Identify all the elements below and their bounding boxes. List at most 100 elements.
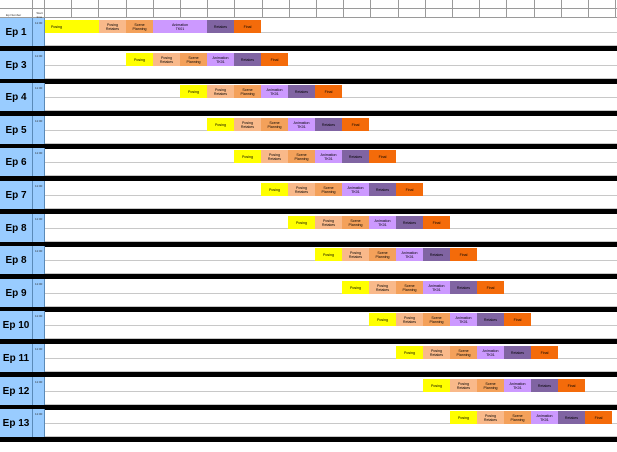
task-scene-planning[interactable]: Scene Planning (234, 85, 261, 98)
task-retakes[interactable]: Retakes (234, 53, 261, 66)
row-gridline (45, 293, 617, 294)
task-animation-tk01[interactable]: Animation TK01 (369, 216, 396, 229)
task-scene-planning[interactable]: Scene Planning (315, 183, 342, 196)
timeline-header-cell (181, 0, 209, 9)
task-final[interactable]: Final (504, 313, 531, 326)
task-animation-tk01[interactable]: Animation TK01 (396, 248, 423, 261)
task-scene-planning[interactable]: Scene Planning (180, 53, 207, 66)
task-posing[interactable]: Posing (261, 183, 288, 196)
task-animation-tk01[interactable]: Animation TK01 (450, 313, 477, 326)
task-scene-planning[interactable]: Scene Planning (396, 281, 423, 294)
task-scene-planning[interactable]: Scene Planning (369, 248, 396, 261)
task-posing[interactable]: Posing (369, 313, 396, 326)
task-posing[interactable]: Posing (342, 281, 369, 294)
task-animation-tk01[interactable]: Animation TK01 (153, 20, 207, 33)
task-posing-retakes[interactable]: Posing Retakes (477, 411, 504, 424)
task-posing-retakes[interactable]: Posing Retakes (315, 216, 342, 229)
task-posing-retakes[interactable]: Posing Retakes (450, 379, 477, 392)
row-gridline (45, 78, 617, 79)
task-animation-tk01[interactable]: Animation TK01 (288, 118, 315, 131)
task-animation-tk01[interactable]: Animation TK01 (315, 150, 342, 163)
episode-label: Ep 1 (0, 18, 33, 46)
task-retakes[interactable]: Retakes (207, 20, 234, 33)
row-gridline (45, 391, 617, 392)
timeline-header-cell (453, 9, 481, 18)
timeline-header-cell (507, 9, 535, 18)
task-posing-retakes[interactable]: Posing Retakes (369, 281, 396, 294)
task-posing[interactable]: Posing (234, 150, 261, 163)
task-scene-planning[interactable]: Scene Planning (261, 118, 288, 131)
task-retakes[interactable]: Retakes (342, 150, 369, 163)
task-final[interactable]: Final (315, 85, 342, 98)
task-final[interactable]: Final (477, 281, 504, 294)
task-animation-tk01[interactable]: Animation TK01 (504, 379, 531, 392)
timeline-header-cell (480, 0, 508, 9)
episode-label: Ep 5 (0, 116, 33, 144)
task-retakes[interactable]: Retakes (504, 346, 531, 359)
task-scene-planning[interactable]: Scene Planning (288, 150, 315, 163)
task-posing-retakes[interactable]: Posing Retakes (423, 346, 450, 359)
task-retakes[interactable]: Retakes (423, 248, 450, 261)
task-final[interactable]: Final (369, 150, 396, 163)
task-scene-planning[interactable]: Scene Planning (342, 216, 369, 229)
task-posing-retakes[interactable]: Posing Retakes (153, 53, 180, 66)
episode-label: Ep 4 (0, 83, 33, 111)
task-posing-retakes[interactable]: Posing Retakes (261, 150, 288, 163)
task-final[interactable]: Final (234, 20, 261, 33)
timeline-header-cell (208, 9, 236, 18)
task-posing-retakes[interactable]: Posing Retakes (396, 313, 423, 326)
task-scene-planning[interactable]: Scene Planning (477, 379, 504, 392)
task-scene-planning[interactable]: Scene Planning (423, 313, 450, 326)
task-retakes[interactable]: Retakes (477, 313, 504, 326)
task-final[interactable]: Final (558, 379, 585, 392)
task-final[interactable]: Final (450, 248, 477, 261)
task-posing[interactable]: Posing (126, 53, 153, 66)
task-retakes[interactable]: Retakes (450, 281, 477, 294)
task-animation-tk01[interactable]: Animation TK01 (342, 183, 369, 196)
task-retakes[interactable]: Retakes (558, 411, 585, 424)
task-final[interactable]: Final (423, 216, 450, 229)
task-posing[interactable]: Posing (207, 118, 234, 131)
start-time-label: 11:00 (35, 412, 43, 416)
task-final[interactable]: Final (531, 346, 558, 359)
task-final[interactable]: Final (261, 53, 288, 66)
row-gridline (45, 110, 617, 111)
task-animation-tk01[interactable]: Animation TK01 (261, 85, 288, 98)
task-animation-tk01[interactable]: Animation TK01 (423, 281, 450, 294)
task-final[interactable]: Final (396, 183, 423, 196)
task-scene-planning[interactable]: Scene Planning (450, 346, 477, 359)
row-gridline (45, 404, 617, 405)
task-final[interactable]: Final (585, 411, 612, 424)
task-animation-tk01[interactable]: Animation TK01 (477, 346, 504, 359)
episode-column-header: Ep Number (6, 13, 22, 17)
task-retakes[interactable]: Retakes (396, 216, 423, 229)
task-retakes[interactable]: Retakes (288, 85, 315, 98)
task-retakes[interactable]: Retakes (369, 183, 396, 196)
task-posing[interactable]: Posing (423, 379, 450, 392)
task-retakes[interactable]: Retakes (531, 379, 558, 392)
task-posing-retakes[interactable]: Posing Retakes (342, 248, 369, 261)
task-scene-planning[interactable]: Scene Planning (504, 411, 531, 424)
task-posing[interactable]: Posing (288, 216, 315, 229)
task-animation-tk01[interactable]: Animation TK01 (207, 53, 234, 66)
start-time-cell (33, 83, 45, 111)
start-time-label: 11:00 (35, 184, 43, 188)
task-posing[interactable]: Posing (450, 411, 477, 424)
task-posing-retakes[interactable]: Posing Retakes (288, 183, 315, 196)
task-animation-tk01[interactable]: Animation TK01 (531, 411, 558, 424)
row-separator (0, 79, 617, 84)
task-posing[interactable]: Posing (180, 85, 207, 98)
task-posing-retakes[interactable]: Posing Retakes (234, 118, 261, 131)
task-posing[interactable]: Posing (315, 248, 342, 261)
task-retakes[interactable]: Retakes (315, 118, 342, 131)
timeline-header-cell (99, 9, 127, 18)
task-scene-planning[interactable]: Scene Planning (126, 20, 153, 33)
timeline-header-cell (534, 9, 562, 18)
timeline-header-cell (507, 0, 535, 9)
task-posing-retakes[interactable]: Posing Retakes (207, 85, 234, 98)
task-posing[interactable]: Posing (396, 346, 423, 359)
task-posing[interactable]: Posing (45, 20, 99, 33)
row-gridline (45, 358, 617, 359)
task-final[interactable]: Final (342, 118, 369, 131)
task-posing-retakes[interactable]: Posing Retakes (99, 20, 126, 33)
